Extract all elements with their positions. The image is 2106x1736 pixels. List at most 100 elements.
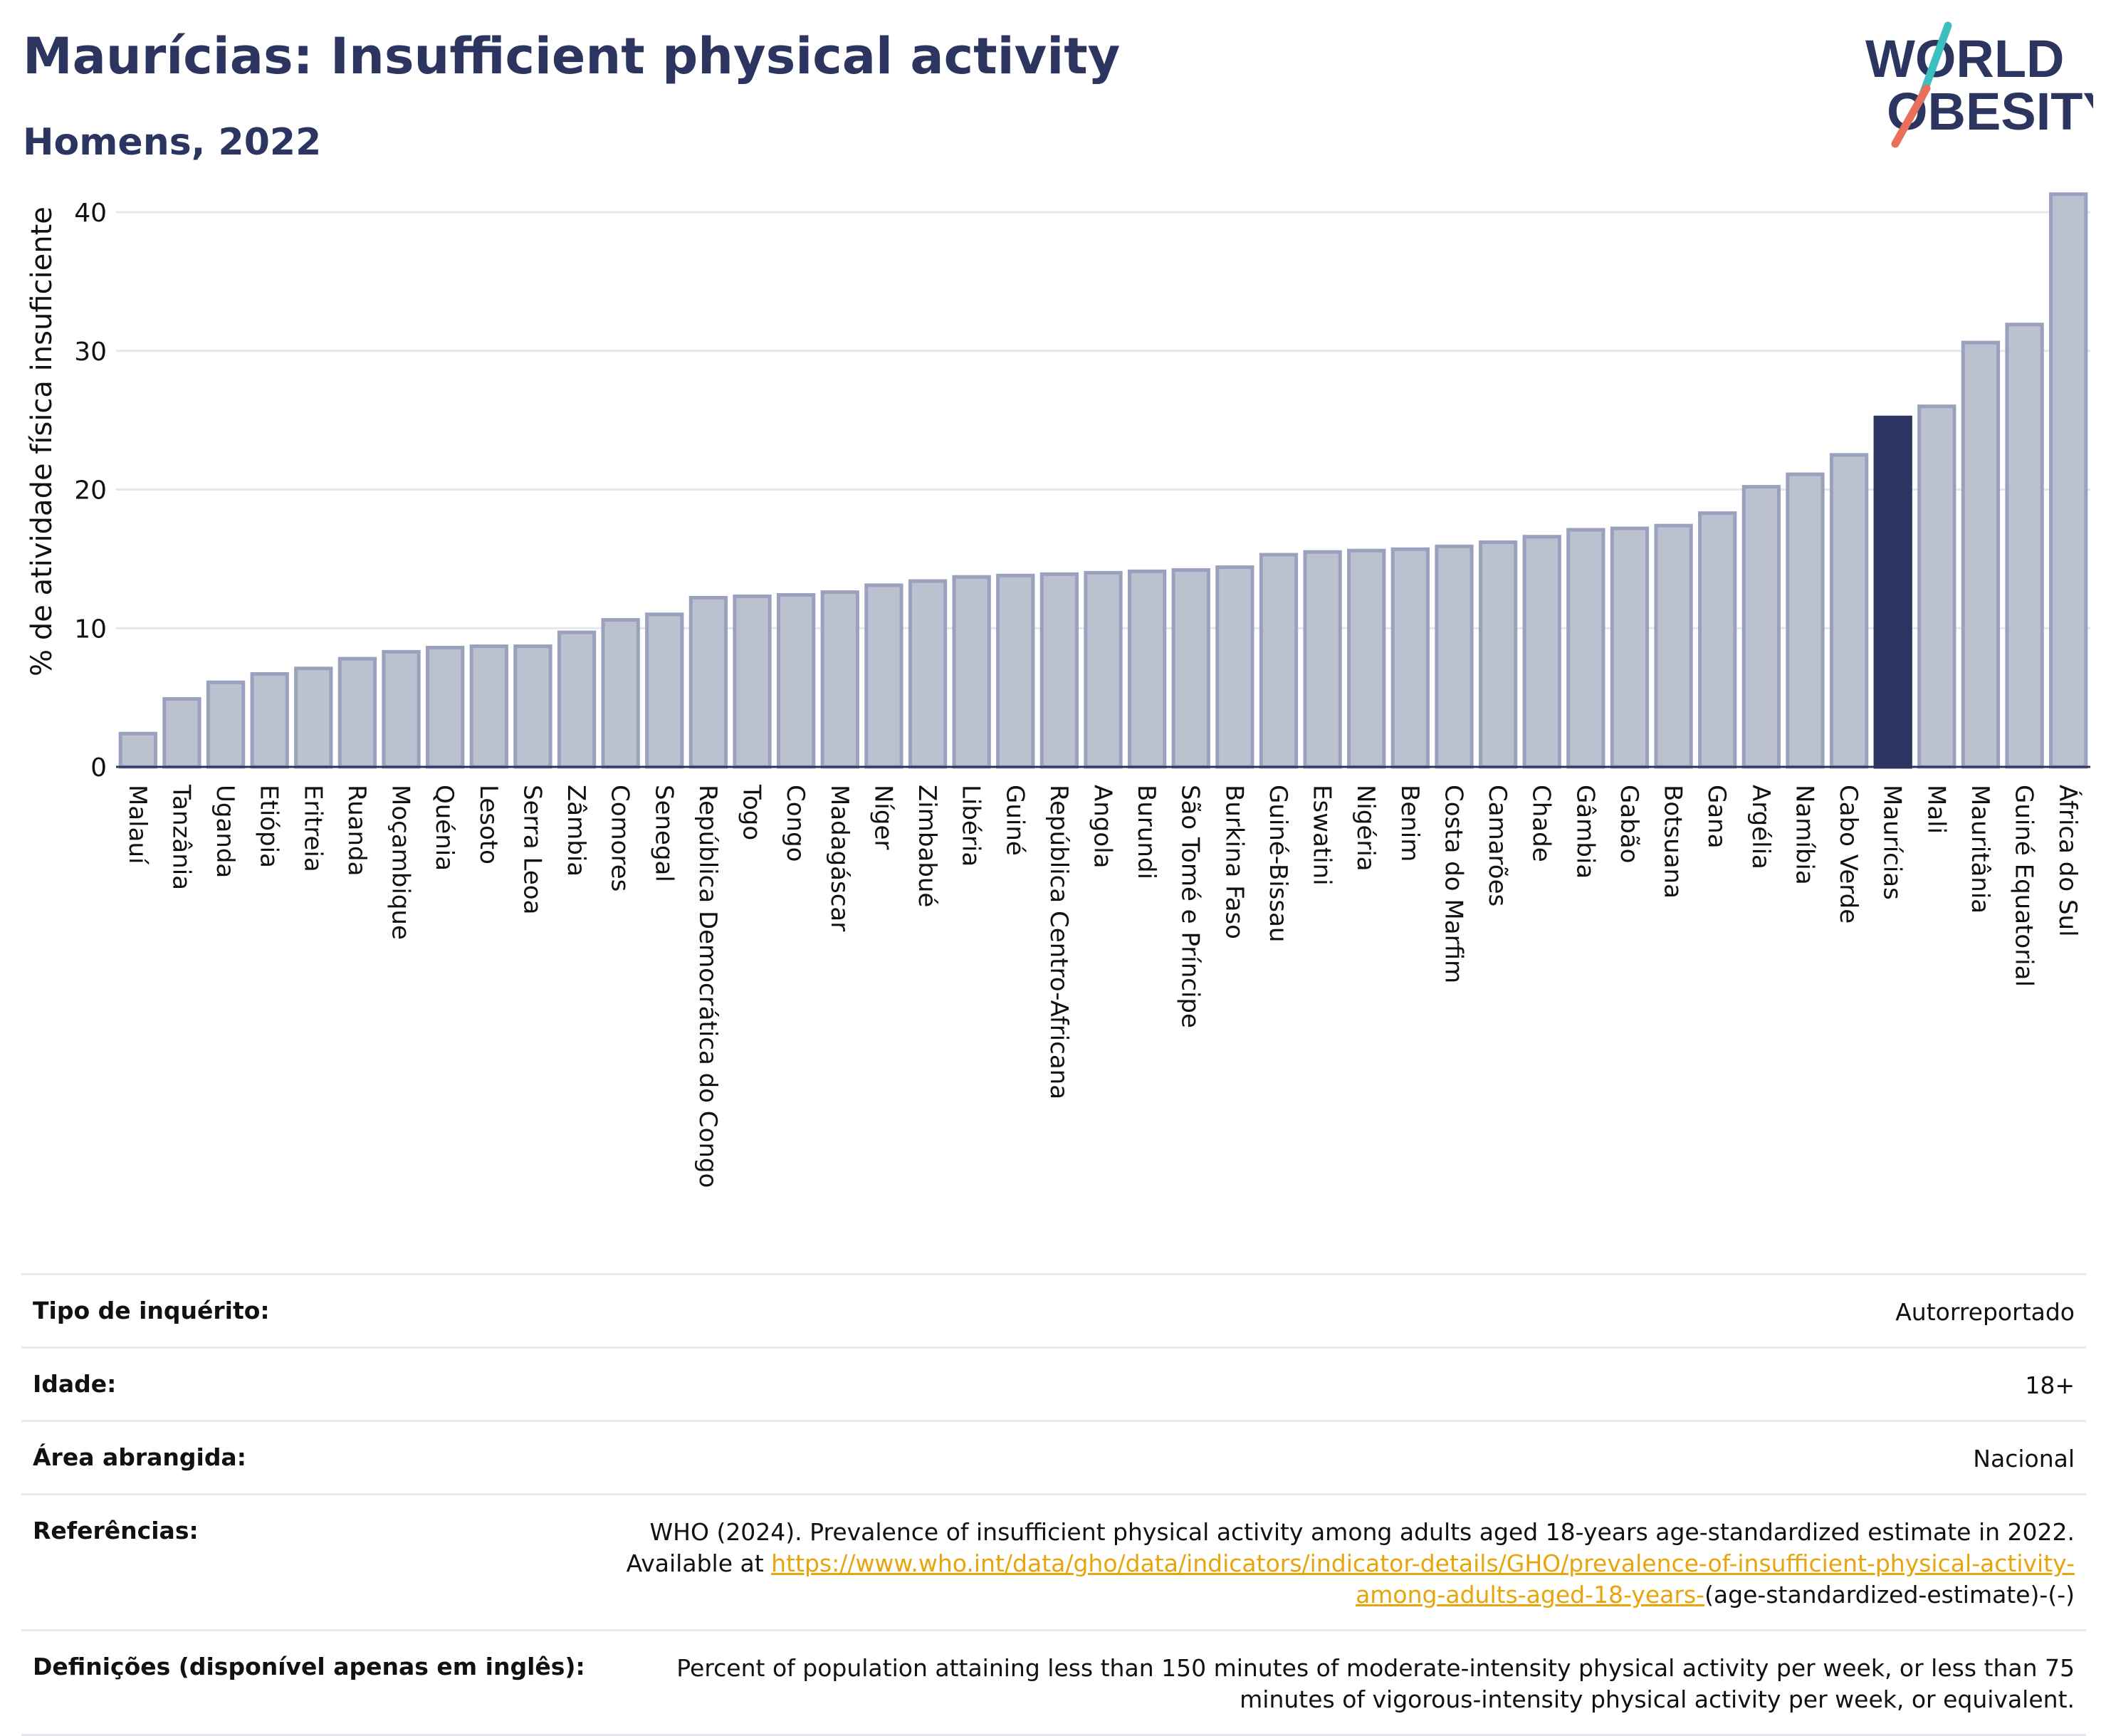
bar-comores bbox=[601, 618, 640, 769]
x-tick-label: Gabão bbox=[1615, 785, 1643, 863]
x-tick-label: Costa do Marfim bbox=[1439, 785, 1467, 983]
bar-zimbabué bbox=[908, 579, 948, 769]
x-tick-label: Benim bbox=[1395, 785, 1424, 862]
x-tick-label: Chade bbox=[1527, 785, 1556, 862]
references-text: WHO (2024). Prevalence of insufficient p… bbox=[626, 1518, 2075, 1577]
bar-senegal bbox=[645, 612, 684, 769]
bar-lesoto bbox=[469, 644, 508, 769]
y-tick-label: 10 bbox=[74, 615, 107, 644]
references-label: Referências: bbox=[33, 1517, 199, 1544]
bar-chart: 0 10 20 30 40 Malauí Tanzânia Uganda Etiópia Eri… bbox=[26, 192, 2090, 1188]
x-tick-label: Cabo Verde bbox=[1834, 785, 1863, 924]
bar-camarões bbox=[1478, 540, 1518, 769]
bar-mali bbox=[1917, 404, 1956, 769]
bar-uganda bbox=[206, 680, 246, 769]
x-tick-label: Argélia bbox=[1746, 785, 1775, 869]
bar-gâmbia bbox=[1566, 528, 1605, 769]
bar-gabão bbox=[1610, 526, 1650, 769]
area-value: Nacional bbox=[1973, 1445, 2075, 1473]
x-tick-label: São Tomé e Príncipe bbox=[1176, 785, 1205, 1028]
y-tick-label: 0 bbox=[90, 753, 107, 783]
bar-eritreia bbox=[294, 666, 333, 769]
x-tick-label: Mali bbox=[1922, 785, 1950, 834]
bar-guiné-equatorial bbox=[2005, 323, 2044, 769]
bar-tanzânia bbox=[162, 697, 201, 769]
bar-nigéria bbox=[1347, 548, 1386, 769]
logo-word-world: WORLD bbox=[1865, 29, 2065, 88]
references-value: WHO (2024). Prevalence of insufficient p… bbox=[565, 1517, 2075, 1611]
references-link[interactable]: https://www.who.int/data/gho/data/indica… bbox=[771, 1549, 2075, 1609]
y-tick-label: 20 bbox=[74, 476, 107, 506]
x-tick-label: Guiné bbox=[1000, 785, 1029, 856]
x-tick-label: África do Sul bbox=[2053, 785, 2083, 937]
info-row-area: Área abrangida: Nacional bbox=[21, 1420, 2086, 1493]
x-tick-label: Libéria bbox=[957, 785, 985, 867]
bar-chade bbox=[1522, 535, 1561, 769]
x-tick-label: Gâmbia bbox=[1571, 785, 1599, 879]
bar-burkina-faso bbox=[1215, 565, 1254, 769]
bar-costa-do-marfim bbox=[1435, 544, 1474, 769]
bar-madagáscar bbox=[820, 590, 859, 769]
world-obesity-logo: WORLD OBESITY bbox=[1865, 21, 2093, 148]
bar-são-tomé-e-príncipe bbox=[1171, 568, 1210, 769]
x-axis-tick-labels: Malauí Tanzânia Uganda Etiópia Eritreia Ruand… bbox=[123, 784, 2083, 1188]
bar-eswatini bbox=[1303, 550, 1342, 769]
bar-níger bbox=[864, 583, 903, 769]
x-tick-label: Tanzânia bbox=[167, 784, 195, 890]
x-tick-label: República Centro-Africana bbox=[1044, 785, 1073, 1099]
bar-namíbia bbox=[1786, 472, 1825, 769]
x-tick-label: Guiné Equatorial bbox=[2010, 785, 2038, 987]
bar-gana bbox=[1698, 511, 1737, 769]
references-suffix: (age-standardized-estimate)-(-) bbox=[1704, 1581, 2075, 1609]
bar-serra-leoa bbox=[513, 644, 552, 769]
y-axis-ticks: 0 10 20 30 40 bbox=[74, 199, 107, 783]
x-tick-label: Comores bbox=[606, 785, 634, 891]
bar-ruanda bbox=[337, 657, 377, 769]
bar-argélia bbox=[1741, 485, 1781, 769]
bar-burundi bbox=[1127, 569, 1167, 769]
x-tick-label: Moçambique bbox=[387, 785, 415, 940]
bar-república-democrática-do-congo bbox=[688, 595, 728, 769]
x-tick-label: Zâmbia bbox=[562, 785, 590, 877]
x-tick-label: Guiné-Bissau bbox=[1264, 785, 1292, 942]
bar-quénia bbox=[426, 646, 465, 769]
x-tick-label: Mauritânia bbox=[1966, 785, 1994, 914]
x-tick-label: Zimbabué bbox=[913, 785, 941, 907]
x-tick-label: Nigéria bbox=[1351, 785, 1380, 872]
x-tick-label: Uganda bbox=[211, 785, 239, 878]
survey-type-value: Autorreportado bbox=[1895, 1298, 2075, 1326]
x-tick-label: Níger bbox=[869, 785, 897, 849]
chart-bars bbox=[118, 192, 2088, 769]
x-tick-label: Etiópia bbox=[255, 785, 283, 868]
x-tick-label: Camarões bbox=[1483, 785, 1512, 906]
y-tick-label: 40 bbox=[74, 199, 107, 228]
x-tick-label: Namíbia bbox=[1790, 785, 1818, 885]
x-tick-label: Burkina Faso bbox=[1220, 785, 1248, 939]
x-tick-label: Lesoto bbox=[474, 785, 503, 864]
age-label: Idade: bbox=[33, 1370, 117, 1398]
survey-type-label: Tipo de inquérito: bbox=[33, 1297, 270, 1324]
x-tick-label: Quénia bbox=[430, 785, 459, 871]
bar-guiné-bissau bbox=[1259, 553, 1299, 769]
age-value: 18+ bbox=[2025, 1371, 2075, 1399]
x-tick-label: Serra Leoa bbox=[518, 785, 546, 914]
x-tick-label: Togo bbox=[738, 784, 766, 840]
page-subtitle: Homens, 2022 bbox=[23, 121, 322, 164]
y-axis-title: % de atividade física insuficiente bbox=[26, 206, 58, 676]
bar-guiné bbox=[996, 573, 1035, 769]
x-tick-label: Malauí bbox=[123, 785, 152, 865]
page-title: Maurícias: Insufficient physical activit… bbox=[23, 27, 1121, 85]
bar-etiópia bbox=[250, 672, 289, 769]
bar-cabo-verde bbox=[1829, 453, 1869, 769]
definitions-label: Definições (disponível apenas em inglês)… bbox=[33, 1653, 585, 1680]
info-row-references: Referências: WHO (2024). Prevalence of i… bbox=[21, 1493, 2086, 1629]
info-row-survey: Tipo de inquérito: Autorreportado bbox=[21, 1273, 2086, 1347]
bar-togo bbox=[733, 594, 772, 769]
x-tick-label: Eritreia bbox=[298, 785, 327, 872]
x-tick-label: Eswatini bbox=[1308, 785, 1336, 886]
bar-moçambique bbox=[382, 649, 421, 769]
bar-botsuana bbox=[1654, 523, 1693, 769]
bar-malauí bbox=[118, 731, 157, 769]
bar-mauritânia bbox=[1961, 340, 2001, 769]
x-tick-label: Madagáscar bbox=[825, 785, 854, 931]
